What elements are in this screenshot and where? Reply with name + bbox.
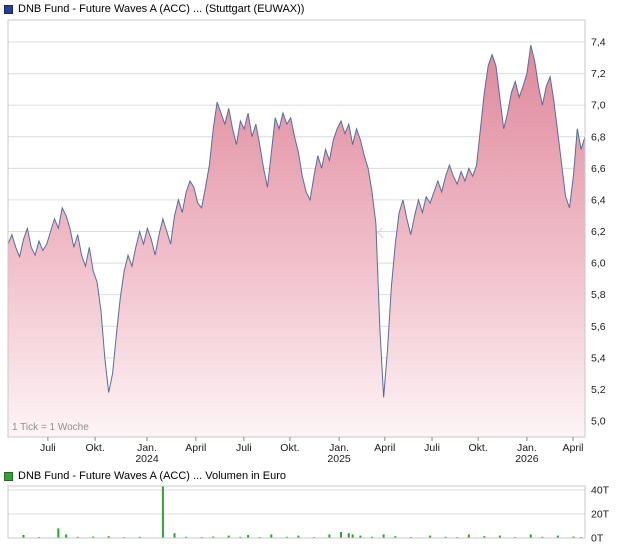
svg-text:2025: 2025 <box>327 453 351 465</box>
volume-chart-title: DNB Fund - Future Waves A (ACC) ... Volu… <box>18 470 286 482</box>
price-chart-svg[interactable]: 7,4 7,2 7,0 6,8 6,6 6,4 6,2 6,0 5,8 5,6 5,4 5,2 5,0 K… <box>0 16 620 468</box>
svg-text:5,8: 5,8 <box>591 289 606 301</box>
tick-note: 1 Tick = 1 Woche <box>12 422 89 433</box>
svg-text:7,2: 7,2 <box>591 68 606 80</box>
svg-text:Juli: Juli <box>40 442 56 454</box>
svg-text:Juli: Juli <box>424 442 440 454</box>
volume-series-swatch-icon <box>4 471 13 481</box>
svg-text:2026: 2026 <box>515 453 539 465</box>
svg-text:6,4: 6,4 <box>591 194 606 206</box>
svg-text:April: April <box>374 442 395 454</box>
svg-text:Jan.: Jan. <box>137 442 157 454</box>
svg-text:6,2: 6,2 <box>591 226 606 238</box>
price-series-swatch-icon <box>4 4 13 14</box>
svg-text:7,4: 7,4 <box>591 37 606 49</box>
svg-text:20T: 20T <box>591 509 610 521</box>
svg-text:5,0: 5,0 <box>591 416 606 428</box>
svg-text:40T: 40T <box>591 485 610 497</box>
svg-text:Juli: Juli <box>236 442 252 454</box>
svg-text:5,6: 5,6 <box>591 321 606 333</box>
svg-text:April: April <box>562 442 583 454</box>
svg-text:7,0: 7,0 <box>591 100 606 112</box>
watermark: K <box>374 225 384 242</box>
svg-text:0T: 0T <box>591 533 604 545</box>
svg-text:Okt.: Okt. <box>468 442 487 454</box>
volume-chart-legend: DNB Fund - Future Waves A (ACC) ... Volu… <box>4 470 286 482</box>
svg-text:6,0: 6,0 <box>591 258 606 270</box>
svg-text:2024: 2024 <box>135 453 159 465</box>
price-chart-title: DNB Fund - Future Waves A (ACC) ... (Stu… <box>18 3 305 15</box>
svg-text:5,2: 5,2 <box>591 384 606 396</box>
svg-text:Okt.: Okt. <box>85 442 104 454</box>
svg-text:April: April <box>185 442 206 454</box>
svg-text:Okt.: Okt. <box>280 442 299 454</box>
price-chart-legend: DNB Fund - Future Waves A (ACC) ... (Stu… <box>4 3 304 15</box>
svg-text:Jan.: Jan. <box>329 442 349 454</box>
svg-text:6,8: 6,8 <box>591 131 606 143</box>
svg-text:Jan.: Jan. <box>517 442 537 454</box>
svg-text:5,4: 5,4 <box>591 352 606 364</box>
svg-text:6,6: 6,6 <box>591 163 606 175</box>
volume-chart-svg[interactable]: 0T 20T 40T <box>0 484 620 546</box>
